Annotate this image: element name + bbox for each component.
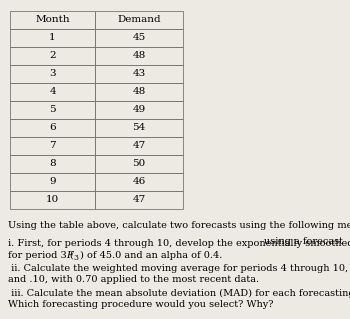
Text: 9: 9 — [49, 177, 56, 187]
Text: using a forecast: using a forecast — [264, 237, 343, 246]
Bar — [10, 65, 95, 83]
Bar — [10, 173, 95, 191]
Text: and .10, with 0.70 applied to the most recent data.: and .10, with 0.70 applied to the most r… — [8, 275, 259, 284]
Bar — [10, 137, 95, 155]
Bar — [95, 119, 183, 137]
Text: 49: 49 — [132, 106, 146, 115]
Bar — [10, 101, 95, 119]
Text: 48: 48 — [132, 87, 146, 97]
Text: 46: 46 — [132, 177, 146, 187]
Text: Using the table above, calculate two forecasts using the following method:-: Using the table above, calculate two for… — [8, 221, 350, 230]
Bar — [95, 65, 183, 83]
Text: ii. Calculate the weighted moving average for periods 4 through 10, using weight: ii. Calculate the weighted moving averag… — [8, 264, 350, 273]
Text: 8: 8 — [49, 160, 56, 168]
Text: 47: 47 — [132, 142, 146, 151]
Text: 4: 4 — [49, 87, 56, 97]
Text: 10: 10 — [46, 196, 59, 204]
Bar — [95, 191, 183, 209]
Text: Demand: Demand — [117, 16, 161, 25]
Text: for period 3 (: for period 3 ( — [8, 251, 74, 260]
Text: 54: 54 — [132, 123, 146, 132]
Bar — [95, 137, 183, 155]
Text: Month: Month — [35, 16, 70, 25]
Bar — [10, 11, 95, 29]
Text: i. First, for periods 4 through 10, develop the exponentially smoothed forecasts: i. First, for periods 4 through 10, deve… — [8, 239, 350, 248]
Bar — [95, 11, 183, 29]
Text: iii. Calculate the mean absolute deviation (MAD) for each forecasting procedure.: iii. Calculate the mean absolute deviati… — [8, 289, 350, 298]
Bar — [10, 155, 95, 173]
Text: ) of 45.0 and an alpha of 0.4.: ) of 45.0 and an alpha of 0.4. — [80, 251, 222, 260]
Text: 48: 48 — [132, 51, 146, 61]
Bar — [95, 29, 183, 47]
Text: 47: 47 — [132, 196, 146, 204]
Text: Which forecasting procedure would you select? Why?: Which forecasting procedure would you se… — [8, 300, 273, 309]
Text: 6: 6 — [49, 123, 56, 132]
Text: 1: 1 — [49, 33, 56, 42]
Text: 45: 45 — [132, 33, 146, 42]
Bar — [95, 101, 183, 119]
Text: 43: 43 — [132, 70, 146, 78]
Text: 2: 2 — [49, 51, 56, 61]
Text: 3: 3 — [49, 70, 56, 78]
Bar — [95, 83, 183, 101]
Text: 50: 50 — [132, 160, 146, 168]
Text: 7: 7 — [49, 142, 56, 151]
Text: F: F — [66, 251, 73, 260]
Bar — [10, 47, 95, 65]
Text: 5: 5 — [49, 106, 56, 115]
Bar — [10, 119, 95, 137]
Bar — [95, 173, 183, 191]
Bar — [95, 47, 183, 65]
Bar — [10, 29, 95, 47]
Text: 3: 3 — [73, 254, 78, 262]
Bar — [10, 191, 95, 209]
Bar — [95, 155, 183, 173]
Bar — [10, 83, 95, 101]
